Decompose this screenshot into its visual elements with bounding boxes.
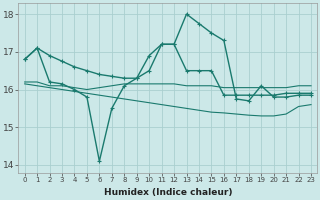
X-axis label: Humidex (Indice chaleur): Humidex (Indice chaleur) bbox=[104, 188, 232, 197]
